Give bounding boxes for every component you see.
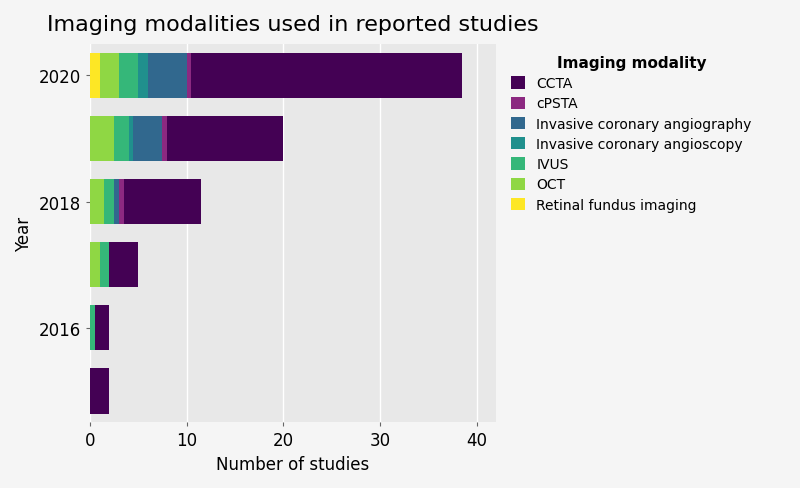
Bar	[90, 117, 114, 162]
Bar	[90, 54, 99, 99]
Bar	[186, 54, 191, 99]
Bar	[148, 54, 186, 99]
Bar	[134, 117, 162, 162]
Bar	[119, 54, 138, 99]
Bar	[90, 243, 99, 288]
X-axis label: Number of studies: Number of studies	[216, 455, 370, 473]
Bar	[138, 54, 148, 99]
Bar	[162, 117, 167, 162]
Bar	[167, 117, 283, 162]
Y-axis label: Year: Year	[15, 216, 33, 251]
Legend: CCTA, cPSTA, Invasive coronary angiography, Invasive coronary angioscopy, IVUS, : CCTA, cPSTA, Invasive coronary angiograp…	[507, 52, 756, 217]
Bar	[124, 180, 201, 225]
Bar	[104, 180, 114, 225]
Bar	[99, 243, 109, 288]
Bar	[129, 117, 134, 162]
Bar	[109, 243, 138, 288]
Bar	[90, 180, 104, 225]
Bar	[90, 305, 94, 351]
Bar	[119, 180, 124, 225]
Bar	[191, 54, 462, 99]
Bar	[114, 180, 119, 225]
Bar	[99, 54, 119, 99]
Bar	[114, 117, 129, 162]
Bar	[90, 368, 109, 414]
Title: Imaging modalities used in reported studies: Imaging modalities used in reported stud…	[47, 15, 538, 35]
Bar	[94, 305, 109, 351]
